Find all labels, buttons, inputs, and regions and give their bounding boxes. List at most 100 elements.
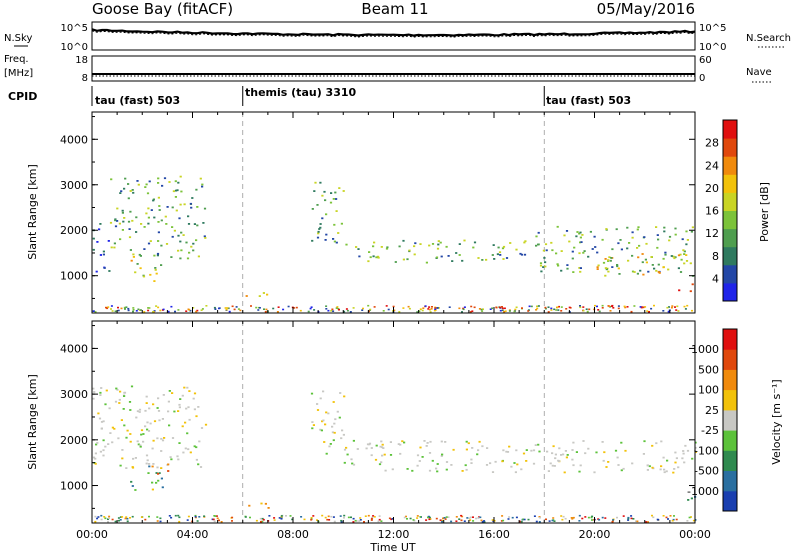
echo-cell bbox=[180, 249, 183, 252]
echo-cell bbox=[682, 450, 685, 452]
echo-cell bbox=[589, 230, 592, 233]
echo-cell bbox=[153, 280, 156, 282]
colorbar-tick: 16 bbox=[705, 205, 719, 218]
ytick-label: 4000 bbox=[60, 133, 88, 146]
echo-cell bbox=[536, 305, 538, 308]
echo-cell bbox=[95, 443, 98, 446]
echo-cell bbox=[282, 308, 285, 311]
echo-cell bbox=[424, 305, 427, 307]
echo-cell bbox=[465, 468, 468, 471]
echo-cell bbox=[142, 433, 145, 435]
echo-cell bbox=[419, 243, 422, 245]
echo-cell bbox=[608, 256, 611, 259]
echo-cell bbox=[119, 192, 122, 194]
echo-cell bbox=[157, 240, 160, 242]
echo-cell bbox=[385, 247, 389, 250]
echo-cell bbox=[152, 439, 155, 442]
ytick-label: 2000 bbox=[60, 224, 88, 237]
echo-cell bbox=[107, 520, 109, 523]
noise-sky-line bbox=[91, 28, 696, 37]
echo-cell bbox=[428, 518, 431, 521]
echo-cell bbox=[317, 230, 320, 233]
echo-cell bbox=[550, 309, 553, 311]
echo-cell bbox=[447, 255, 450, 257]
echo-cell bbox=[174, 196, 177, 198]
echo-cell bbox=[481, 520, 484, 523]
echo-cell bbox=[172, 190, 175, 193]
echo-cell bbox=[370, 519, 373, 521]
ytick-label: 1000 bbox=[60, 480, 88, 493]
echo-cell bbox=[372, 515, 375, 517]
echo-cell bbox=[689, 262, 692, 265]
echo-cell bbox=[523, 253, 527, 256]
echo-cell bbox=[280, 518, 283, 520]
echo-cell bbox=[319, 226, 322, 229]
echo-cell bbox=[586, 310, 589, 313]
echo-cell bbox=[402, 307, 405, 309]
echo-cell bbox=[414, 242, 417, 245]
echo-cell bbox=[123, 306, 126, 309]
echo-cell bbox=[385, 305, 388, 307]
echo-cell bbox=[321, 194, 324, 197]
echo-cell bbox=[690, 516, 692, 518]
echo-cell bbox=[165, 223, 168, 225]
echo-cell bbox=[325, 233, 328, 236]
echo-cell bbox=[560, 250, 563, 252]
echo-cell bbox=[147, 472, 150, 474]
xtick-label: 20:00 bbox=[579, 528, 611, 541]
echo-cell bbox=[131, 515, 134, 518]
echo-cell bbox=[646, 310, 649, 312]
echo-cell bbox=[171, 226, 174, 228]
echo-cell bbox=[156, 520, 159, 522]
echo-cell bbox=[437, 307, 440, 309]
echo-cell bbox=[189, 451, 192, 454]
echo-cell bbox=[522, 518, 525, 521]
echo-cell bbox=[662, 310, 665, 312]
echo-cell bbox=[596, 305, 598, 308]
echo-cell bbox=[407, 305, 410, 308]
echo-cell bbox=[691, 309, 693, 312]
noise-search-line bbox=[91, 30, 696, 38]
echo-cell bbox=[655, 442, 658, 445]
echo-cell bbox=[192, 397, 195, 400]
echo-cell bbox=[545, 518, 547, 521]
echo-cell bbox=[458, 307, 461, 310]
echo-cell bbox=[185, 310, 188, 312]
echo-cell bbox=[560, 269, 563, 272]
echo-cell bbox=[439, 241, 442, 244]
echo-cell bbox=[582, 440, 585, 442]
echo-cell bbox=[601, 304, 604, 307]
echo-cell bbox=[203, 235, 206, 238]
echo-cell bbox=[458, 518, 461, 520]
echo-cell bbox=[631, 236, 634, 239]
noise-left-label: N.Sky bbox=[4, 33, 32, 44]
echo-cell bbox=[497, 246, 500, 249]
cpid-segment-2: themis (tau) 3310 bbox=[245, 86, 357, 99]
colorbar-tick: -500 bbox=[694, 465, 719, 478]
echo-cell bbox=[123, 395, 126, 397]
echo-cell bbox=[578, 470, 581, 473]
echo-cell bbox=[121, 209, 124, 212]
echo-cell bbox=[123, 424, 126, 427]
echo-cell bbox=[129, 433, 132, 435]
echo-cell bbox=[657, 263, 660, 266]
echo-cell bbox=[150, 209, 153, 211]
echo-cell bbox=[685, 254, 688, 256]
colorbar-frame bbox=[722, 328, 738, 512]
echo-cell bbox=[213, 306, 216, 309]
echo-cell bbox=[547, 306, 550, 308]
echo-cell bbox=[503, 307, 506, 310]
echo-cell bbox=[436, 463, 439, 465]
echo-cell bbox=[572, 441, 575, 444]
echo-cell bbox=[352, 307, 355, 309]
echo-cell bbox=[557, 309, 560, 311]
echo-cell bbox=[364, 515, 367, 517]
echo-cell bbox=[601, 441, 604, 443]
echo-cell bbox=[636, 228, 639, 231]
echo-cell bbox=[328, 519, 331, 521]
echo-cell bbox=[539, 264, 543, 267]
echo-cell bbox=[102, 454, 105, 457]
echo-cell bbox=[119, 390, 122, 393]
echo-cell bbox=[171, 235, 174, 238]
echo-cell bbox=[220, 521, 223, 523]
